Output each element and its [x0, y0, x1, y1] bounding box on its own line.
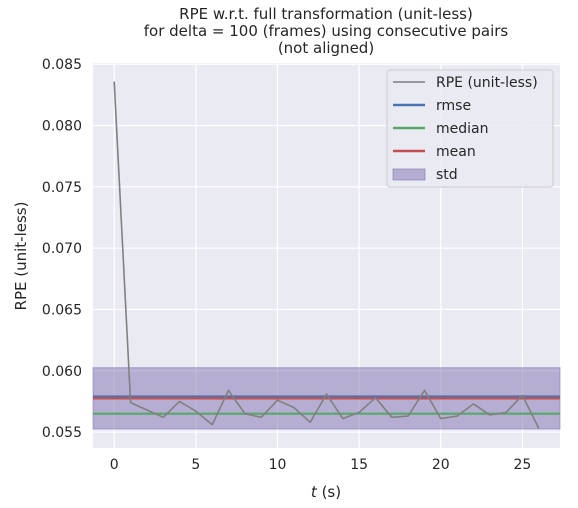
legend-label: median	[436, 121, 488, 137]
legend-label: mean	[436, 144, 476, 160]
x-tick-label: 5	[191, 457, 200, 473]
x-axis-label-unit: (s)	[317, 483, 341, 501]
legend-label: RPE (unit-less)	[436, 75, 538, 91]
title-line-1: RPE w.r.t. full transformation (unit-les…	[179, 5, 473, 23]
y-tick-label: 0.070	[42, 241, 82, 257]
legend: RPE (unit-less) rmse median mean std	[386, 69, 554, 188]
y-tick-label: 0.060	[42, 364, 82, 380]
legend-label: rmse	[436, 98, 471, 114]
title-line-2: for delta = 100 (frames) using consecuti…	[144, 22, 509, 40]
stat-lines-layer	[93, 395, 560, 415]
x-tick-label: 15	[350, 457, 368, 473]
y-tick-label: 0.065	[42, 302, 82, 318]
x-axis-label-symbol: t	[311, 483, 318, 501]
rpe-series-line	[113, 81, 540, 429]
x-axis-label: t (s)	[311, 483, 341, 501]
series-layer	[113, 81, 540, 429]
x-tick-label: 10	[269, 457, 287, 473]
x-axis-ticks: 0 5 10 15 20 25	[110, 457, 532, 473]
y-axis-label: RPE (unit-less)	[12, 202, 30, 311]
y-axis-ticks: 0.055 0.060 0.065 0.070 0.075 0.080 0.085	[42, 57, 82, 441]
legend-key-patch	[392, 168, 426, 181]
x-tick-label: 0	[110, 457, 119, 473]
chart-title: RPE w.r.t. full transformation (unit-les…	[144, 5, 509, 57]
legend-box	[386, 69, 554, 188]
x-tick-label: 20	[432, 457, 450, 473]
y-tick-label: 0.075	[42, 180, 82, 196]
y-tick-label: 0.055	[42, 425, 82, 441]
y-tick-label: 0.080	[42, 119, 82, 135]
x-tick-label: 25	[514, 457, 532, 473]
legend-label: std	[436, 167, 458, 183]
title-line-3: (not aligned)	[278, 39, 374, 57]
y-tick-label: 0.085	[42, 57, 82, 73]
